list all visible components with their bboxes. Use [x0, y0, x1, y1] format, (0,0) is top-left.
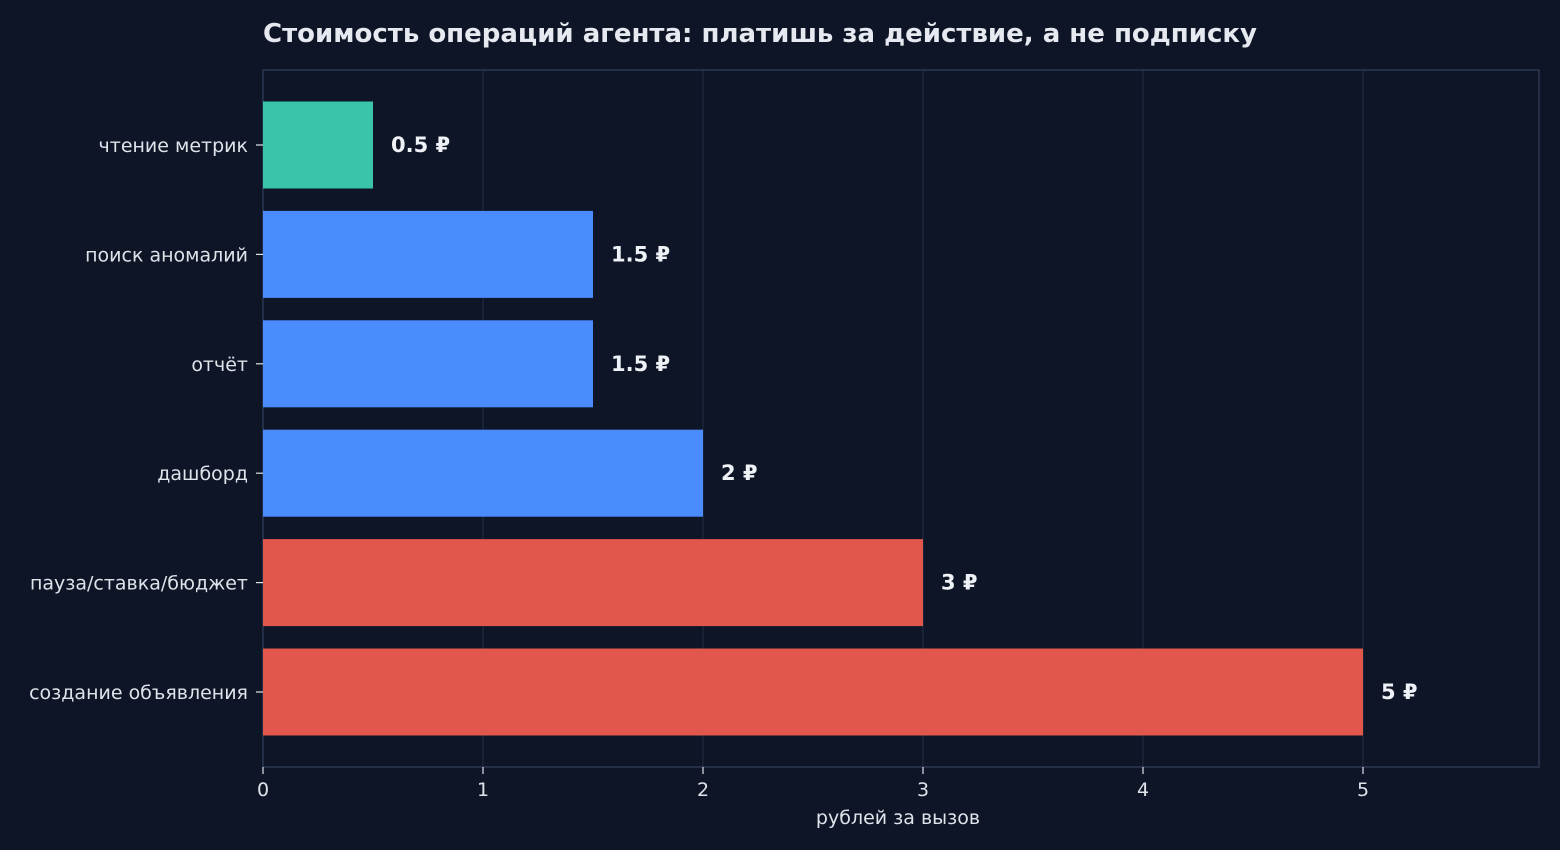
category-labels: чтение метрик поиск аномалий отчёт дашборд п…: [29, 135, 263, 704]
bar-value-label: 5 ₽: [1381, 680, 1418, 704]
category-label: чтение метрик: [99, 135, 248, 157]
x-tick-label: 0: [257, 779, 269, 801]
plot-area-border: [262, 69, 1540, 768]
x-axis-ticks: 0 1 2 3 4 5: [257, 767, 1369, 801]
bar-value-label: 2 ₽: [721, 461, 758, 485]
bar: [263, 320, 593, 408]
x-axis-title: рублей за вызов: [816, 807, 980, 829]
bar: [263, 101, 373, 189]
category-label: дашборд: [157, 463, 248, 485]
x-tick-label: 1: [477, 779, 489, 801]
chart-title: Стоимость операций агента: платишь за де…: [263, 19, 1257, 49]
bar: [263, 648, 1363, 736]
bar-value-label: 0.5 ₽: [391, 133, 450, 157]
bars: 0.5 ₽ 1.5 ₽ 1.5 ₽ 2 ₽ 3 ₽ 5 ₽: [263, 101, 1418, 736]
bar: [263, 539, 923, 627]
bar: [263, 429, 703, 517]
category-label: создание объявления: [29, 682, 248, 704]
x-tick-label: 5: [1357, 779, 1369, 801]
x-tick-label: 2: [697, 779, 709, 801]
bar-value-label: 1.5 ₽: [611, 352, 670, 376]
category-label: пауза/ставка/бюджет: [30, 573, 248, 595]
bar-value-label: 3 ₽: [941, 571, 978, 595]
x-tick-label: 3: [917, 779, 929, 801]
bar-value-label: 1.5 ₽: [611, 242, 670, 266]
bar: [263, 210, 593, 298]
category-label: отчёт: [191, 354, 248, 376]
category-label: поиск аномалий: [85, 244, 248, 266]
x-tick-label: 4: [1137, 779, 1149, 801]
